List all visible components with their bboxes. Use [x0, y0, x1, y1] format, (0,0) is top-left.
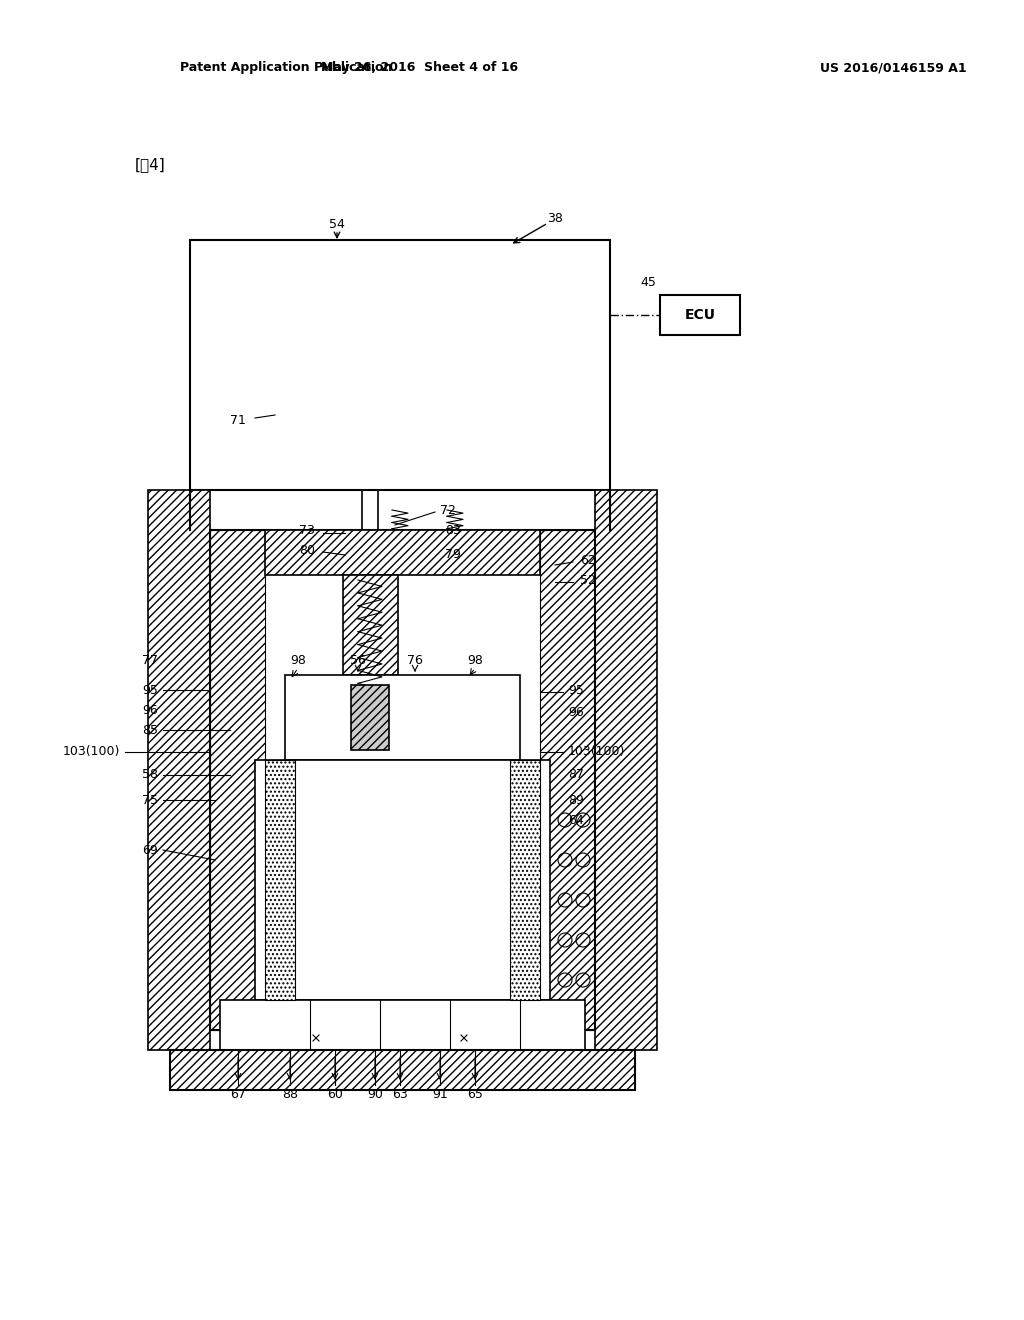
Bar	[660, 294, 740, 335]
Text: 60: 60	[327, 1089, 343, 1101]
Text: 71: 71	[230, 413, 246, 426]
Bar	[265, 760, 295, 1001]
Text: 38: 38	[547, 211, 563, 224]
Bar	[540, 531, 595, 1030]
Text: 89: 89	[568, 793, 584, 807]
Text: 65: 65	[467, 1089, 483, 1101]
Bar	[255, 760, 550, 1001]
Bar	[265, 531, 540, 576]
Text: 79: 79	[445, 549, 461, 561]
Bar	[343, 576, 398, 675]
Bar	[210, 531, 265, 1030]
Text: US 2016/0146159 A1: US 2016/0146159 A1	[820, 62, 967, 74]
Text: 90: 90	[367, 1089, 383, 1101]
Text: 95: 95	[568, 684, 584, 697]
Text: 67: 67	[230, 1089, 246, 1101]
Text: 98: 98	[290, 653, 306, 667]
Text: 103(100): 103(100)	[568, 746, 626, 759]
Text: 87: 87	[568, 768, 584, 781]
Text: 75: 75	[142, 793, 158, 807]
Text: 77: 77	[142, 653, 158, 667]
Text: May 26, 2016  Sheet 4 of 16: May 26, 2016 Sheet 4 of 16	[322, 62, 518, 74]
Text: 96: 96	[142, 704, 158, 717]
Text: 76: 76	[408, 653, 423, 667]
Text: 45: 45	[640, 276, 656, 289]
Text: 56: 56	[350, 653, 366, 667]
Text: 52: 52	[580, 573, 596, 586]
Text: 91: 91	[432, 1089, 447, 1101]
Text: 98: 98	[467, 653, 483, 667]
Text: 72: 72	[440, 503, 456, 516]
Text: ECU: ECU	[684, 308, 716, 322]
Text: 64: 64	[568, 813, 584, 826]
Text: 103(100): 103(100)	[62, 746, 120, 759]
Text: 88: 88	[282, 1089, 298, 1101]
Text: 69: 69	[142, 843, 158, 857]
Bar	[595, 490, 657, 1049]
Bar	[510, 760, 540, 1001]
Text: Patent Application Publication: Patent Application Publication	[180, 62, 392, 74]
Text: 73: 73	[299, 524, 315, 536]
Bar	[285, 675, 520, 760]
Bar	[220, 1001, 585, 1049]
Bar	[148, 490, 210, 1049]
Bar	[190, 240, 610, 490]
Text: [围4]: [围4]	[135, 157, 166, 173]
Text: 96: 96	[568, 705, 584, 718]
Text: 62: 62	[580, 553, 596, 566]
Bar	[170, 1049, 635, 1090]
Text: 83: 83	[445, 524, 461, 536]
Text: 95: 95	[142, 684, 158, 697]
Bar	[351, 685, 389, 750]
Text: 58: 58	[142, 768, 158, 781]
Text: 63: 63	[392, 1089, 408, 1101]
Text: 85: 85	[142, 723, 158, 737]
Text: 54: 54	[329, 219, 345, 231]
Text: 80: 80	[299, 544, 315, 557]
